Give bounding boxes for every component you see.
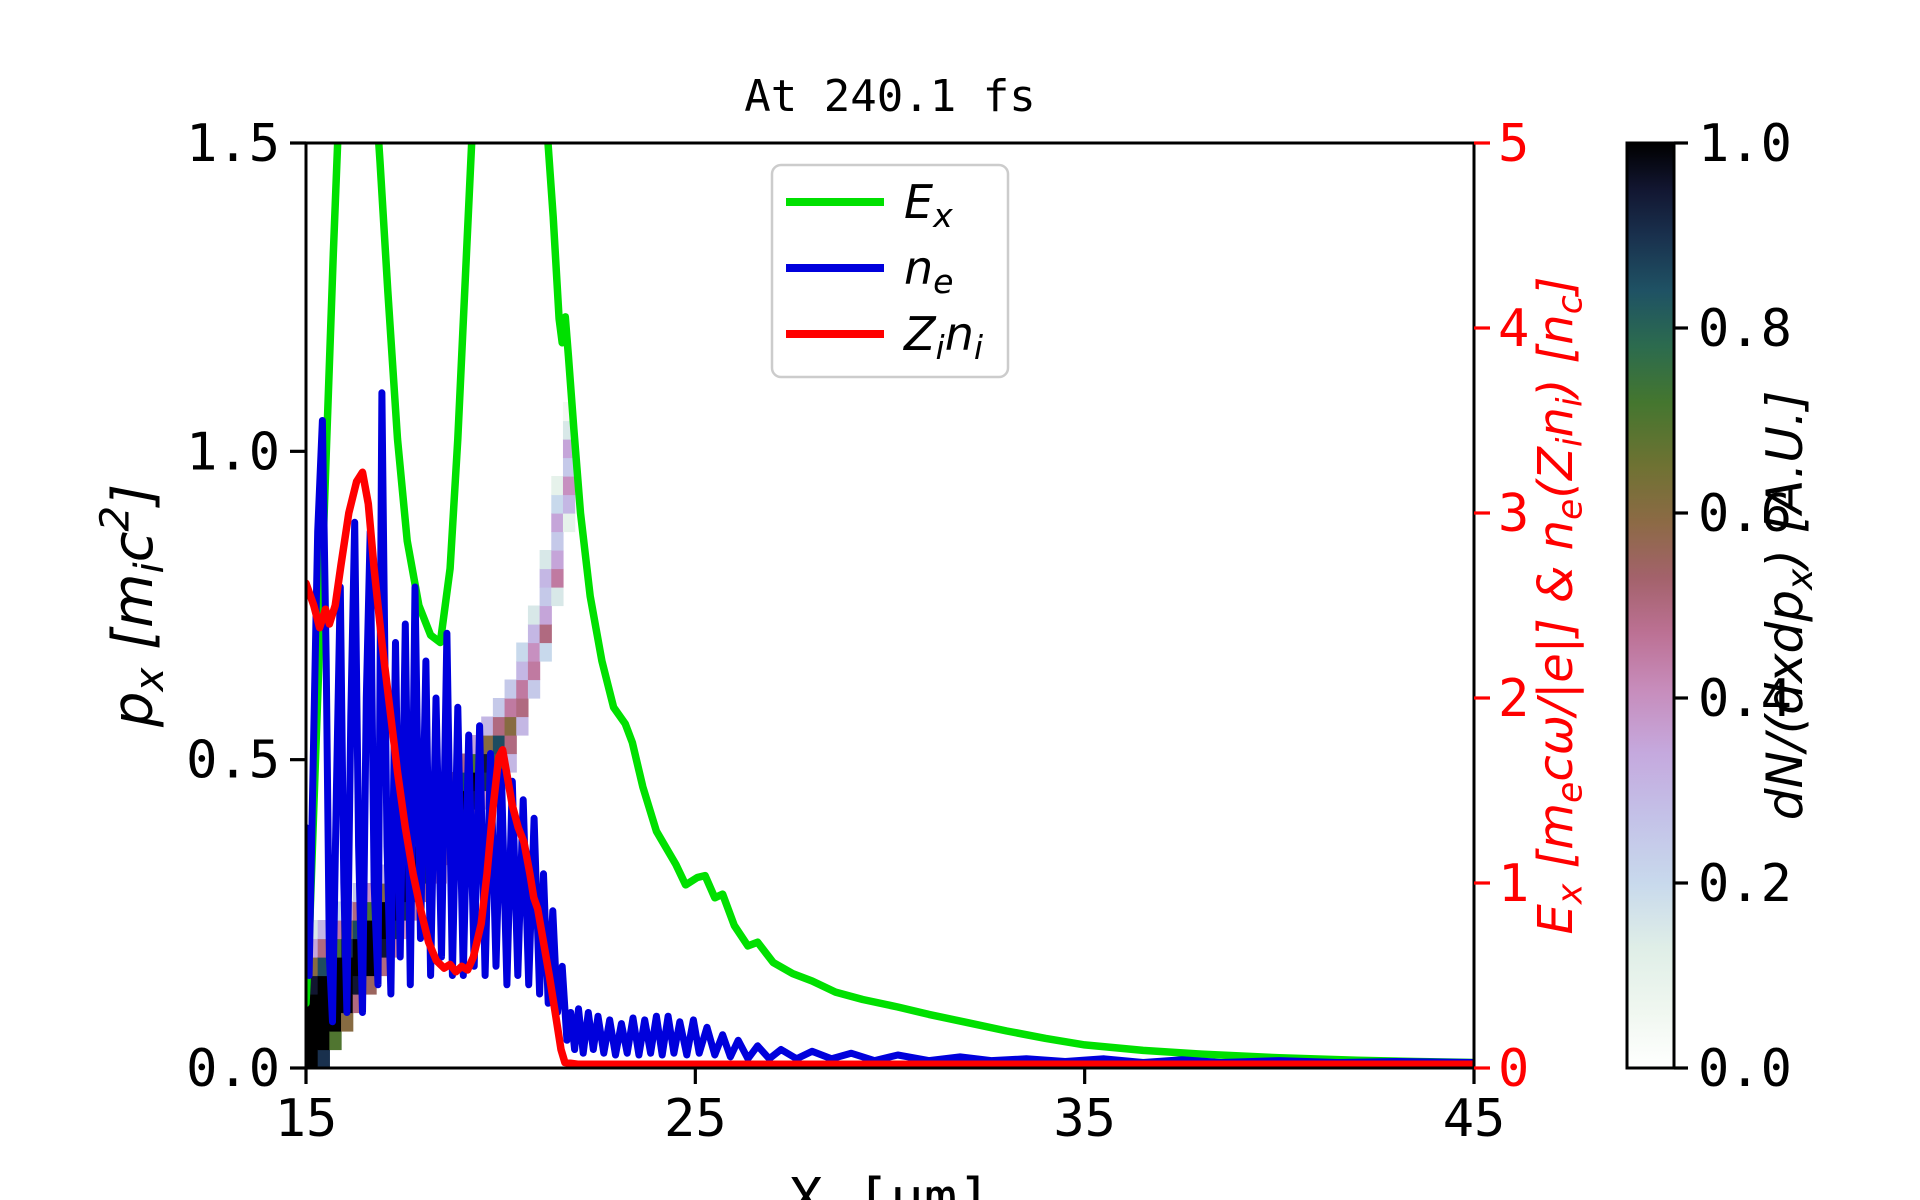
y-right-tick-label: 2 <box>1498 669 1529 729</box>
legend-label-1: ne <box>904 241 954 301</box>
colorbar-tick-label: 0.8 <box>1698 299 1792 359</box>
y-right-axis-label: Ex [mecω/|e|] & ne(Zini) [nc] <box>1528 277 1591 935</box>
y-left-tick-label: 1.0 <box>186 422 280 482</box>
y-right-tick-label: 0 <box>1498 1039 1529 1099</box>
series-line-ne <box>306 389 1474 1066</box>
legend-label-0: Ex <box>904 175 953 235</box>
colorbar-tick-label: 0.6 <box>1698 484 1792 544</box>
legend-label-2: Zini <box>902 307 984 367</box>
series-line-Zini <box>306 468 1474 1068</box>
x-tick-label: 25 <box>664 1089 727 1149</box>
x-tick-label: 45 <box>1443 1089 1506 1149</box>
colorbar-axis-label: dN/(dxdpx) [A.U.] <box>1756 391 1821 821</box>
y-right-tick-label: 5 <box>1498 114 1529 174</box>
plot-border <box>304 141 1476 1070</box>
colorbar-tick-label: 0.2 <box>1698 854 1792 914</box>
y-right-tick-label: 1 <box>1498 854 1529 914</box>
x-axis-label: X [μm] <box>789 1167 991 1200</box>
y-left-tick-label: 0.5 <box>186 731 280 791</box>
y-left-tick-label: 1.5 <box>186 114 280 174</box>
y-right-tick-label: 3 <box>1498 484 1529 544</box>
x-tick-label: 15 <box>275 1089 338 1149</box>
colorbar-tick-label: 0.0 <box>1698 1039 1792 1099</box>
series-line-Ex <box>306 143 1474 1067</box>
colorbar-tick-label: 1.0 <box>1698 114 1792 174</box>
x-tick-label: 35 <box>1053 1089 1116 1149</box>
y-right-tick-label: 4 <box>1498 299 1529 359</box>
colorbar-border <box>1625 141 1676 1070</box>
y-left-tick-label: 0.0 <box>186 1039 280 1099</box>
colorbar-tick-label: 0.4 <box>1698 669 1792 729</box>
y-left-axis-label: px [mic2] <box>91 484 173 728</box>
chart-title: At 240.1 fs <box>744 71 1035 122</box>
colorbar-gradient <box>1627 143 1674 1068</box>
